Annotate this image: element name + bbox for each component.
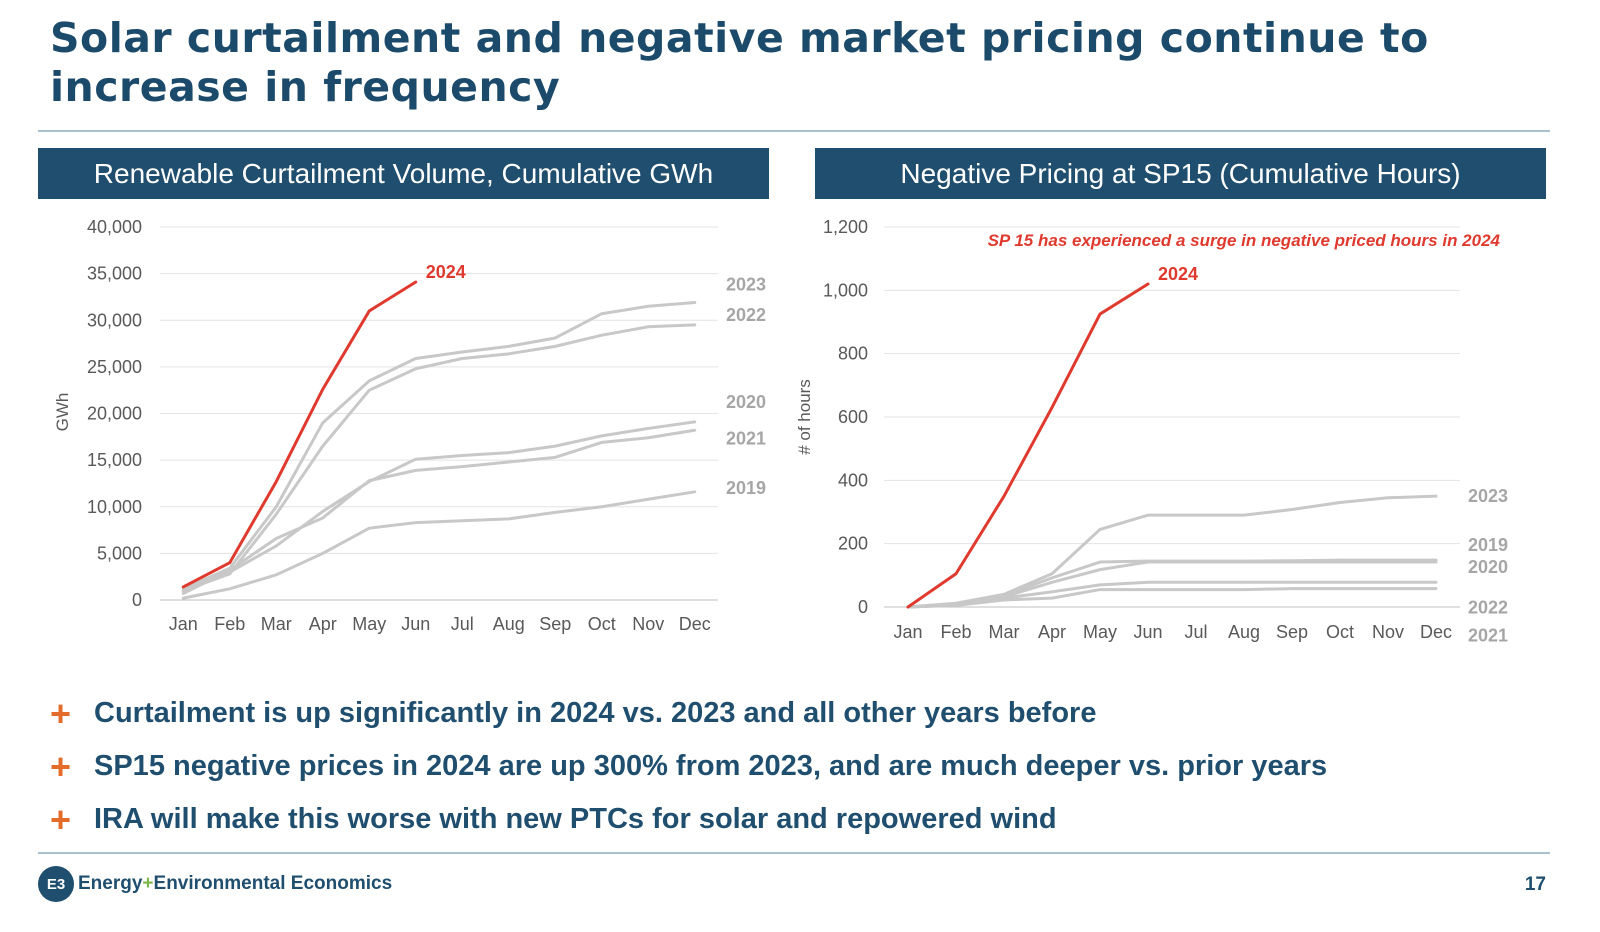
x-tick-label: Dec — [679, 614, 711, 634]
series-label-2021: 2021 — [1468, 626, 1508, 646]
x-tick-label: Apr — [309, 614, 337, 634]
x-tick-label: Aug — [493, 614, 525, 634]
series-label-2021: 2021 — [726, 428, 766, 448]
y-tick-label: 15,000 — [87, 450, 142, 470]
x-tick-label: Sep — [1276, 622, 1308, 642]
y-tick-label: 0 — [858, 597, 868, 617]
x-tick-label: Mar — [989, 622, 1020, 642]
y-tick-label: 200 — [838, 534, 868, 554]
y-tick-label: 800 — [838, 344, 868, 364]
series-line-2024 — [181, 280, 418, 589]
series-line-2023 — [906, 494, 1438, 609]
footer-divider — [38, 852, 1550, 854]
series-label-2024: 2024 — [426, 262, 466, 282]
y-tick-label: 40,000 — [87, 217, 142, 237]
x-tick-label: Jan — [169, 614, 198, 634]
x-tick-label: Aug — [1228, 622, 1260, 642]
series-label-2023: 2023 — [726, 275, 766, 295]
x-tick-label: Oct — [588, 614, 616, 634]
series-label-2019: 2019 — [1468, 535, 1508, 555]
negative-pricing-chart-title: Negative Pricing at SP15 (Cumulative Hou… — [815, 148, 1546, 199]
x-tick-label: Oct — [1326, 622, 1354, 642]
series-line-2021 — [181, 428, 697, 595]
series-line-2020 — [181, 420, 697, 594]
x-tick-label: Mar — [261, 614, 292, 634]
e3-logo-icon: E3 — [38, 866, 74, 902]
x-tick-label: Jun — [1133, 622, 1162, 642]
y-tick-label: 5,000 — [97, 543, 142, 563]
bullet-item: + SP15 negative prices in 2024 are up 30… — [50, 740, 1530, 793]
page-number: 17 — [1524, 874, 1546, 895]
series-line-2024 — [906, 282, 1150, 609]
series-label-2020: 2020 — [726, 392, 766, 412]
x-tick-label: Nov — [1372, 622, 1404, 642]
x-tick-label: Feb — [214, 614, 245, 634]
x-tick-label: Nov — [632, 614, 664, 634]
series-label-2024: 2024 — [1158, 264, 1198, 284]
series-line-2019 — [181, 490, 697, 600]
x-tick-label: Dec — [1420, 622, 1452, 642]
plus-icon: + — [50, 745, 72, 787]
x-tick-label: Jul — [1184, 622, 1207, 642]
title-divider — [38, 130, 1550, 132]
y-tick-label: 600 — [838, 407, 868, 427]
bullet-item: + IRA will make this worse with new PTCs… — [50, 793, 1530, 846]
series-label-2022: 2022 — [726, 305, 766, 325]
y-tick-label: 30,000 — [87, 310, 142, 330]
y-tick-label: 1,200 — [823, 217, 868, 237]
series-line-2020 — [906, 560, 1438, 609]
curtailment-chart-title: Renewable Curtailment Volume, Cumulative… — [38, 148, 769, 199]
y-tick-label: 400 — [838, 470, 868, 490]
x-tick-label: Jan — [893, 622, 922, 642]
bullet-text: Curtailment is up significantly in 2024 … — [94, 697, 1097, 729]
y-tick-label: 20,000 — [87, 404, 142, 424]
page-title: Solar curtailment and negative market pr… — [50, 14, 1429, 111]
bullet-item: + Curtailment is up significantly in 202… — [50, 687, 1530, 740]
bullet-list: + Curtailment is up significantly in 202… — [50, 687, 1530, 846]
x-tick-label: Apr — [1038, 622, 1066, 642]
x-tick-label: May — [1083, 622, 1117, 642]
curtailment-chart: 0 5,000 10,000 15,000 20,000 25,000 30,000 35,0… — [53, 217, 766, 634]
negative-pricing-chart: 0 200 400 600 800 1,000 1,200 Jan Feb Mar Apr May Ju… — [795, 217, 1508, 646]
x-tick-label: Feb — [940, 622, 971, 642]
series-label-2023: 2023 — [1468, 486, 1508, 506]
series-line-2022 — [181, 323, 697, 593]
logo-text: Energy+Environmental Economics — [78, 873, 393, 894]
y-tick-label: 25,000 — [87, 357, 142, 377]
plus-icon: + — [50, 692, 72, 734]
bullet-text: IRA will make this worse with new PTCs f… — [94, 803, 1057, 835]
x-tick-label: Sep — [539, 614, 571, 634]
bullet-text: SP15 negative prices in 2024 are up 300%… — [94, 750, 1328, 782]
series-label-2020: 2020 — [1468, 557, 1508, 577]
x-tick-label: May — [352, 614, 386, 634]
company-logo: E3 Energy+Environmental Economics — [38, 866, 392, 902]
series-label-2019: 2019 — [726, 478, 766, 498]
y-tick-label: 0 — [132, 590, 142, 610]
x-tick-label: Jul — [451, 614, 474, 634]
y-tick-label: 10,000 — [87, 497, 142, 517]
series-label-2022: 2022 — [1468, 597, 1508, 617]
chart-annotation: SP 15 has experienced a surge in negativ… — [988, 231, 1501, 250]
x-tick-label: Jun — [401, 614, 430, 634]
series-line-2023 — [181, 301, 697, 591]
series-line-2021 — [906, 587, 1438, 609]
y-tick-label: 35,000 — [87, 264, 142, 284]
y-axis-label: GWh — [53, 393, 72, 432]
y-tick-label: 1,000 — [823, 280, 868, 300]
plus-icon: + — [50, 798, 72, 840]
y-axis-label: # of hours — [795, 379, 814, 455]
